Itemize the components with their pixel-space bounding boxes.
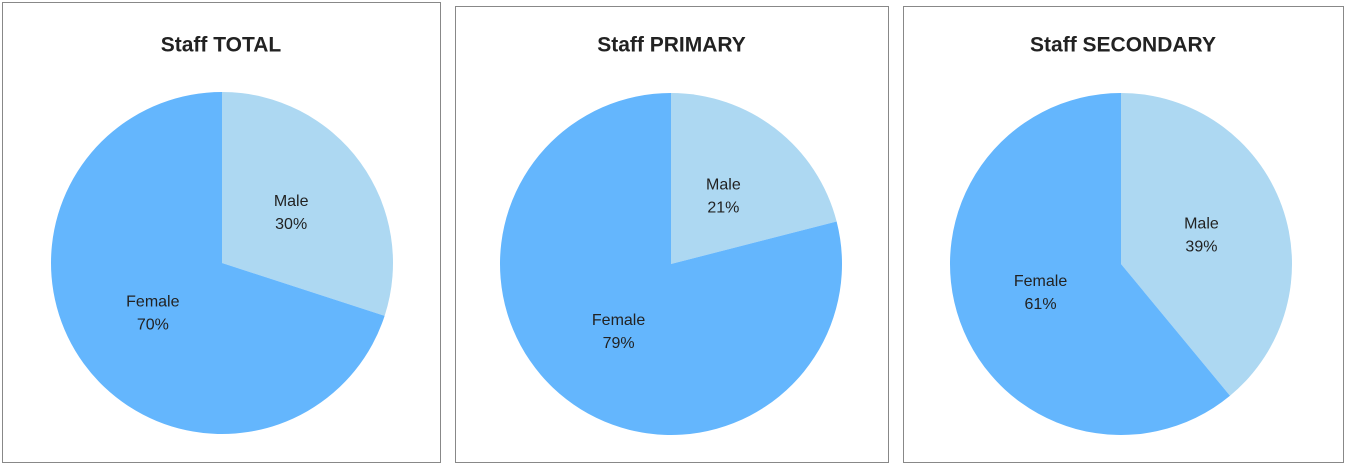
slice-label: Female [1014, 273, 1067, 290]
chart-panel: Staff TOTAL Male 30% Female 70% [2, 2, 441, 463]
slice-label: Male [274, 193, 309, 210]
pie-slice [222, 92, 393, 316]
chart-panel: Staff SECONDARY Male 39% Female 61% [903, 6, 1344, 463]
chart-title: Staff SECONDARY [1030, 34, 1216, 57]
slice-label: Female [126, 293, 179, 310]
slice-value-label: 70% [137, 316, 169, 333]
chart-panel: Staff PRIMARY Male 21% Female 79% [455, 6, 889, 463]
slice-value-label: 30% [275, 216, 307, 233]
pie-slice [51, 91, 385, 434]
pie-slice [671, 93, 837, 264]
slice-value-label: 79% [603, 335, 635, 352]
slice-label: Male [706, 177, 741, 194]
pie-slice [949, 93, 1230, 436]
slice-label: Female [592, 312, 645, 329]
slice-value-label: 39% [1185, 238, 1217, 255]
slice-value-label: 61% [1025, 296, 1057, 313]
pie-slice [500, 93, 843, 436]
chart-title: Staff TOTAL [161, 34, 282, 57]
chart-title: Staff PRIMARY [597, 34, 746, 57]
slice-label: Male [1184, 215, 1219, 232]
pie-slice [1121, 93, 1292, 396]
slice-value-label: 21% [707, 200, 739, 217]
